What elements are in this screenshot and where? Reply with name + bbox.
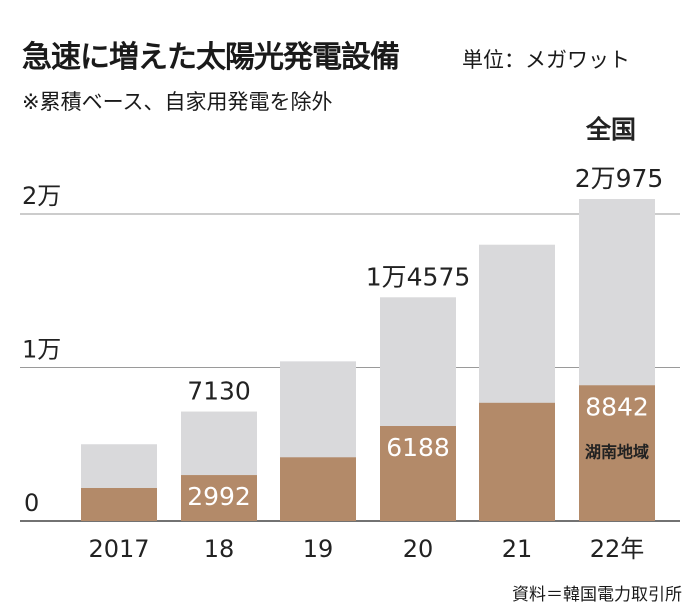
bar-region xyxy=(81,487,157,521)
x-tick-label: 20 xyxy=(403,535,434,563)
data-label-total: 1万4575 xyxy=(366,262,471,291)
data-label-total: 2万975 xyxy=(575,164,664,193)
series-label-region: 湖南地域 xyxy=(585,442,649,461)
bar-region xyxy=(579,385,655,521)
y-tick-label: 1万 xyxy=(22,336,61,364)
y-tick-label: 0 xyxy=(24,489,39,517)
bars xyxy=(81,199,655,521)
bar-region xyxy=(479,402,555,521)
x-tick-label: 18 xyxy=(204,535,235,563)
data-label-region: 6188 xyxy=(386,433,450,462)
x-tick-label: 22年 xyxy=(590,535,645,563)
data-label-total: 7130 xyxy=(187,377,251,406)
bar-region xyxy=(280,457,356,521)
y-tick-label: 2万 xyxy=(22,182,61,210)
source-note: 資料＝韓国電力取引所 xyxy=(512,585,682,605)
series-label-total: 全国 xyxy=(585,115,636,144)
unit-label: 単位：メガワット xyxy=(462,48,630,72)
x-tick-label: 21 xyxy=(502,535,533,563)
x-tick-label: 2017 xyxy=(88,535,149,563)
x-tick-label: 19 xyxy=(303,535,334,563)
data-label-region: 8842 xyxy=(585,392,649,421)
chart-note: ※累積ベース、自家用発電を除外 xyxy=(22,90,333,114)
data-label-region: 2992 xyxy=(187,482,251,511)
labels: 0 1万 2万 2017 18 7130 2992 19 20 1万4575 6188 21 22年 2万… xyxy=(22,115,663,563)
bar-region xyxy=(380,426,456,521)
bar-region xyxy=(181,475,257,521)
chart-title: 急速に増えた太陽光発電設備 xyxy=(22,40,400,75)
